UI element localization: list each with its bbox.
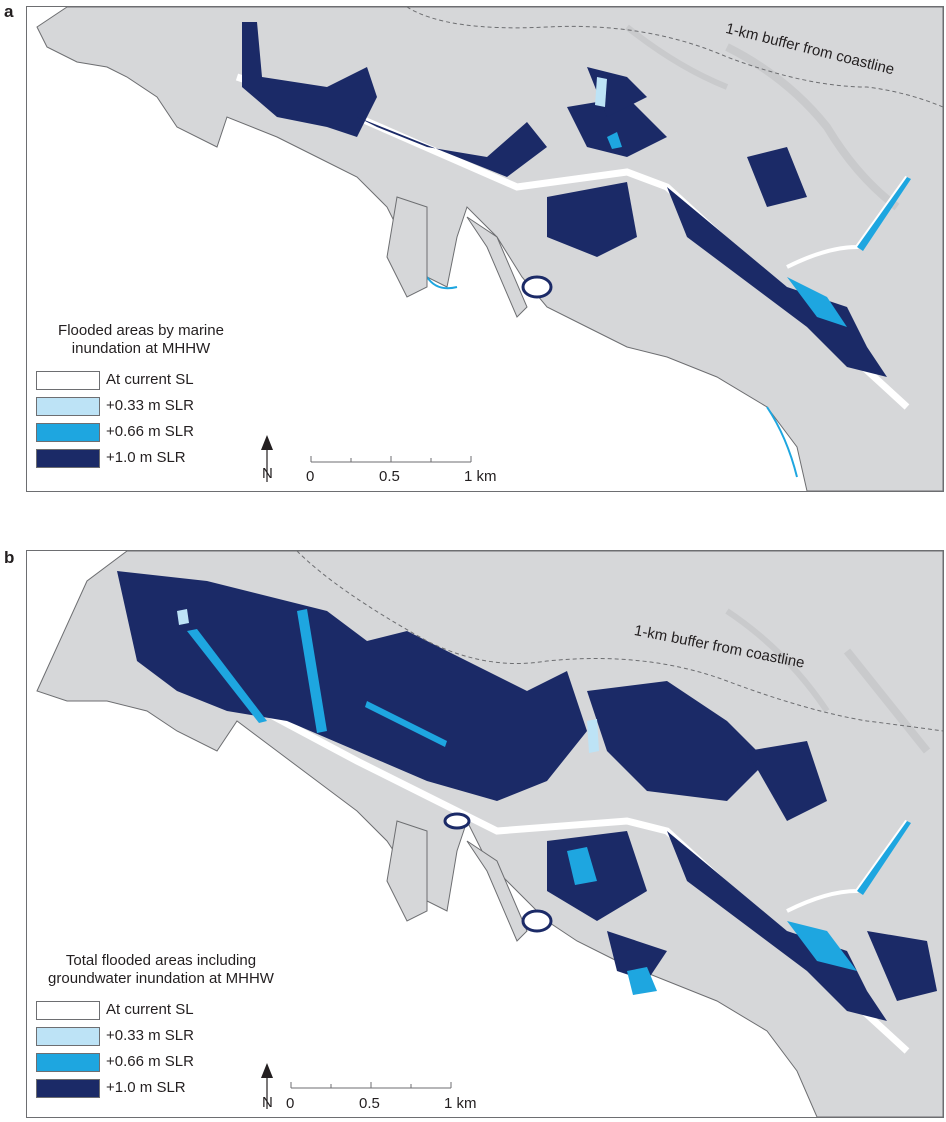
flood-100 (242, 22, 887, 377)
north-label: N (262, 1094, 273, 1111)
swatch-033 (36, 396, 100, 416)
panel-b-map-svg: N 0 0.5 1 km (36, 551, 943, 1117)
flood-100 (117, 571, 937, 1021)
swatch-current (36, 370, 100, 390)
legend-item-033: +0.33 m SLR (36, 396, 246, 416)
flood-066 (607, 132, 911, 327)
land-area (36, 7, 943, 491)
panel-a-letter: a (4, 2, 14, 21)
legend-item-current: At current SL (36, 370, 246, 390)
panel-b-map: N 0 0.5 1 km (26, 550, 944, 1118)
north-label: N (262, 465, 273, 482)
scale-tick-05: 0.5 (379, 468, 400, 485)
north-arrow (261, 1063, 273, 1109)
panel-a-map: N 0 0.5 1 km (26, 6, 944, 492)
legend-item-100: +1.0 m SLR (36, 1078, 286, 1098)
scale-tick-1km: 1 km (464, 468, 497, 485)
scale-tick-1km: 1 km (444, 1095, 477, 1112)
panel-b-legend-title: Total flooded areas including groundwate… (48, 952, 274, 987)
swatch-033 (36, 1026, 100, 1046)
scale-tick-0: 0 (306, 468, 314, 485)
panel-a-legend-title: Flooded areas by marine inundation at MH… (58, 322, 224, 357)
scale-bar (290, 1082, 452, 1089)
swatch-100 (36, 448, 100, 468)
scale-tick-0: 0 (286, 1095, 294, 1112)
swatch-066 (36, 1052, 100, 1072)
north-arrow (261, 435, 273, 482)
legend-item-066: +0.66 m SLR (36, 422, 246, 442)
panel-a-map-svg: N 0 0.5 1 km (36, 7, 943, 491)
buffer-line (406, 7, 943, 108)
swatch-100 (36, 1078, 100, 1098)
flood-033 (595, 77, 607, 107)
panel-a-legend: Flooded areas by marine inundation at MH… (36, 322, 246, 474)
panel-b-legend: Total flooded areas including groundwate… (36, 952, 286, 1104)
legend-item-033: +0.33 m SLR (36, 1026, 286, 1046)
flood-033 (177, 609, 599, 753)
legend-item-100: +1.0 m SLR (36, 448, 246, 468)
flood-066 (187, 609, 911, 995)
legend-item-current: At current SL (36, 1000, 286, 1020)
swatch-current (36, 1000, 100, 1020)
legend-item-066: +0.66 m SLR (36, 1052, 286, 1072)
scale-bar (310, 456, 472, 463)
buffer-line (296, 551, 943, 732)
swatch-066 (36, 422, 100, 442)
scale-tick-05: 0.5 (359, 1095, 380, 1112)
panel-b-letter: b (4, 548, 15, 567)
